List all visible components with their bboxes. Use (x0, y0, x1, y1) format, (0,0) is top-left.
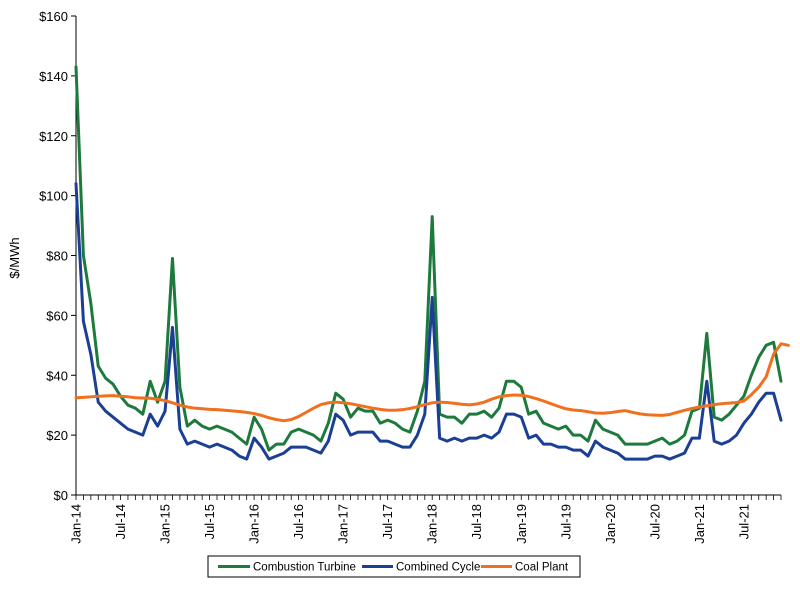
y-tick-label: $100 (39, 189, 68, 204)
y-tick-label: $140 (39, 69, 68, 84)
x-tick-label: Jan-16 (247, 504, 262, 544)
series-line-combined-cycle (74, 182, 783, 461)
legend: Combustion Turbine Combined Cycle Coal P… (207, 555, 581, 578)
x-tick-label: Jul-14 (113, 504, 128, 539)
legend-label-coal-plant: Coal Plant (515, 562, 569, 574)
x-tick-label: Jan-17 (336, 504, 351, 544)
y-tick-label: $60 (46, 308, 68, 323)
y-axis-label: $/MWh (7, 237, 22, 278)
series-layer (74, 65, 790, 461)
x-tick-label: Jan-20 (603, 504, 618, 544)
x-tick-label: Jul-20 (647, 504, 662, 539)
legend-box (207, 555, 581, 578)
y-tick-label: $80 (46, 249, 68, 264)
x-tick-label: Jul-21 (736, 504, 751, 539)
x-tick-label: Jul-18 (469, 504, 484, 539)
series-line-combustion-turbine (74, 65, 783, 452)
y-tick-label: $160 (39, 9, 68, 24)
x-axis: Jan-14 Jul-14 Jan-15 Jul-15 Jan-16 Jul-16 Jan-… (69, 494, 782, 544)
y-tick-label: $120 (39, 129, 68, 144)
x-tick-label: Jan-14 (69, 504, 84, 544)
x-tick-label: Jul-15 (202, 504, 217, 539)
x-tick-label: Jul-19 (558, 504, 573, 539)
legend-label-combustion-turbine: Combustion Turbine (253, 562, 356, 574)
x-tick-label: Jan-15 (158, 504, 173, 544)
y-tick-label: $40 (46, 368, 68, 383)
y-tick-label: $20 (46, 428, 68, 443)
x-tick-label: Jan-18 (425, 504, 440, 544)
x-tick-label: Jul-17 (380, 504, 395, 539)
x-tick-label: Jan-19 (514, 504, 529, 544)
x-tick-label: Jul-16 (291, 504, 306, 539)
series-line-coal-plant (74, 342, 790, 423)
legend-label-combined-cycle: Combined Cycle (396, 562, 480, 574)
x-tick-label: Jan-21 (692, 504, 707, 544)
y-axis: $0 $20 $40 $60 $80 $100 $120 $140 $160 (39, 9, 77, 503)
y-tick-label: $0 (54, 488, 68, 503)
